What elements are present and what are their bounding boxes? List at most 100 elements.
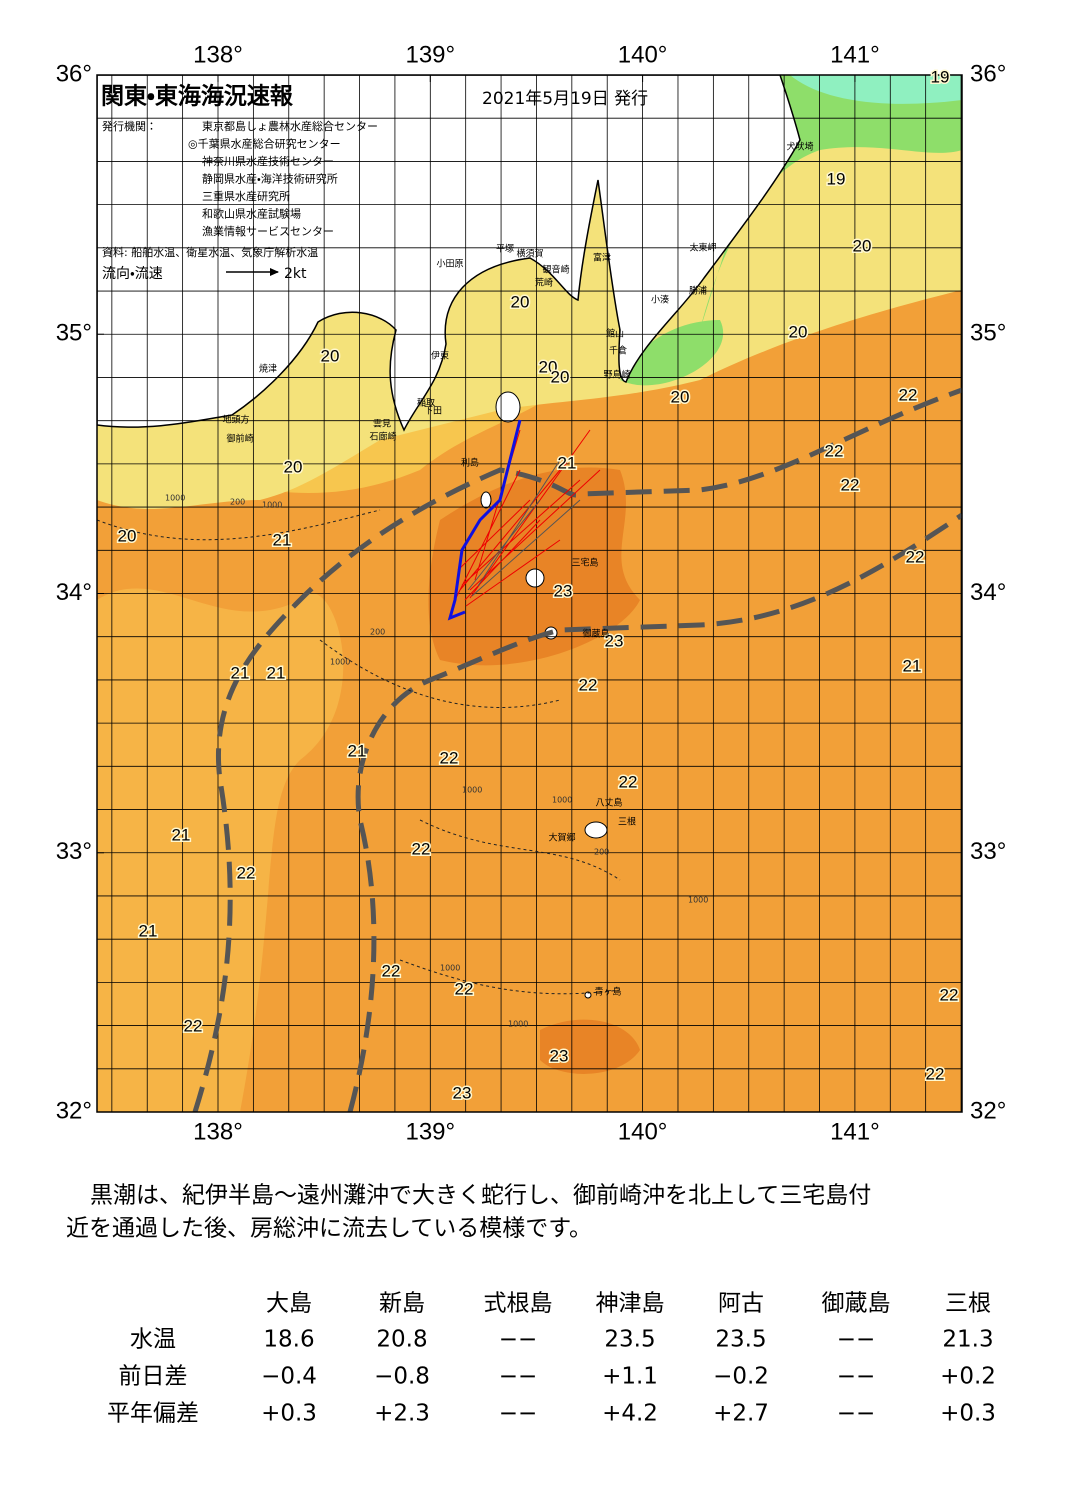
temperature-label: 23 <box>605 631 624 650</box>
cell: −0.4 <box>261 1364 317 1390</box>
place-name: 勝浦 <box>689 285 707 297</box>
place-name: 荒崎 <box>535 277 553 289</box>
temperature-label: 22 <box>382 961 401 980</box>
temperature-label: 20 <box>284 457 303 476</box>
cell: −− <box>837 1401 876 1427</box>
depth-label: 1000 <box>462 786 482 795</box>
cell: +2.3 <box>374 1401 430 1427</box>
drifter-tracks <box>447 419 601 621</box>
place-name: 利島 <box>461 457 479 469</box>
depth-label: 1000 <box>508 1020 528 1029</box>
publisher: 三重県水産研究所 <box>202 189 290 203</box>
cell: +0.3 <box>261 1401 317 1427</box>
temperature-label: 22 <box>841 475 860 494</box>
lat-tick-label: 35° <box>56 320 92 347</box>
cell: −− <box>837 1364 876 1390</box>
title: 関東・東海海況速報 <box>101 83 294 110</box>
lat-tick-label: 32° <box>970 1097 1006 1124</box>
publisher: 漁業情報サービスセンター <box>202 224 334 238</box>
place-name: 小湊 <box>651 294 669 306</box>
lat-tick-label: 33° <box>56 838 92 865</box>
place-name: 犬吠埼 <box>786 141 813 153</box>
place-name: 下田 <box>424 406 442 417</box>
place-name: 観音崎 <box>542 264 569 276</box>
publisher: 静岡県水産・海洋技術研究所 <box>202 172 338 186</box>
temperature-label: 22 <box>579 675 598 694</box>
temperature-label: 20 <box>853 236 872 255</box>
depth-label: 1000 <box>165 494 185 503</box>
sea-18 <box>790 75 962 104</box>
row-label: 前日差 <box>119 1364 188 1390</box>
contours <box>97 509 621 995</box>
temperature-label: 22 <box>906 547 925 566</box>
temperature-label: 22 <box>237 863 256 882</box>
place-name: 石廊崎 <box>369 431 396 443</box>
temperature-label: 22 <box>899 385 918 404</box>
column-header: 御蔵島 <box>822 1291 891 1317</box>
lat-tick-label: 35° <box>970 320 1006 347</box>
place-name: 地頭方 <box>222 414 249 426</box>
temperature-label: 21 <box>231 663 250 682</box>
temperature-label: 22 <box>940 985 959 1004</box>
place-name: 大賀郷 <box>548 832 575 844</box>
publisher: 神奈川県水産技術センター <box>202 154 334 168</box>
temperature-label: 22 <box>619 772 638 791</box>
island <box>495 391 521 423</box>
depth-label: 1000 <box>330 658 350 667</box>
temperature-label: 20 <box>511 292 530 311</box>
place-name: 焼津 <box>259 364 277 375</box>
cell: +2.7 <box>713 1401 769 1427</box>
temperature-label: 20 <box>539 357 558 376</box>
map-labels: 1919202020202020202020212122222222232322… <box>116 66 960 1104</box>
lat-tick-label: 34° <box>56 579 92 606</box>
lon-tick-label: 139° <box>405 1118 455 1145</box>
description-line: 黒潮は、紀伊半島～遠州灘沖で大きく蛇行し、御前崎沖を北上して三宅島付 <box>90 1183 871 1209</box>
publisher: 東京都島しょ農林水産総合センター <box>202 119 378 133</box>
place-name: 御蔵島 <box>582 628 609 640</box>
depth-label: 200 <box>230 498 245 507</box>
cell: −0.8 <box>374 1364 430 1390</box>
column-header: 阿古 <box>718 1291 764 1317</box>
temperature-label: 23 <box>550 1046 569 1065</box>
cell: −− <box>499 1327 538 1353</box>
place-name: 雲見 <box>373 419 391 430</box>
column-header: 新島 <box>379 1291 425 1317</box>
map <box>97 75 962 1112</box>
temperature-label: 22 <box>440 748 459 767</box>
publisher: ◎千葉県水産総合研究センター <box>188 137 341 151</box>
temperature-label: 23 <box>554 581 573 600</box>
lat-tick-label: 33° <box>970 838 1006 865</box>
sea-21 <box>97 588 344 1112</box>
row-label: 水温 <box>130 1327 176 1353</box>
description-line: 近を通過した後、房総沖に流去している模様です。 <box>66 1216 592 1242</box>
depth-label: 1000 <box>262 501 282 510</box>
lon-tick-label: 140° <box>618 41 668 68</box>
source: 資料: 船舶水温、衛星水温、気象庁解析水温 <box>102 245 318 259</box>
column-header: 三根 <box>945 1291 991 1317</box>
lat-tick-label: 36° <box>970 60 1006 87</box>
lat-tick-label: 36° <box>56 60 92 87</box>
temperature-label: 20 <box>789 322 808 341</box>
island <box>480 491 492 509</box>
temperature-label: 19 <box>827 169 846 188</box>
lon-tick-label: 141° <box>830 1118 880 1145</box>
place-name: 八丈島 <box>595 797 622 809</box>
temperature-label: 21 <box>273 530 292 549</box>
axis-ticks: 138° 138° 139° 139° 140° 140° 141° 141° 36° 36° 35… <box>56 41 1007 1145</box>
lon-tick-label: 140° <box>618 1118 668 1145</box>
depth-label: 1000 <box>688 896 708 905</box>
place-name: 青ヶ島 <box>594 986 621 998</box>
place-name: 小田原 <box>436 259 463 270</box>
depth-label: 200 <box>594 848 609 857</box>
temperature-label: 22 <box>926 1064 945 1083</box>
temperature-label: 22 <box>825 441 844 460</box>
place-name: 稲取 <box>417 397 435 409</box>
cell: −− <box>837 1327 876 1353</box>
temperature-label: 21 <box>903 656 922 675</box>
lat-tick-label: 32° <box>56 1097 92 1124</box>
temperature-label: 20 <box>671 387 690 406</box>
temperature-label: 22 <box>184 1016 203 1035</box>
